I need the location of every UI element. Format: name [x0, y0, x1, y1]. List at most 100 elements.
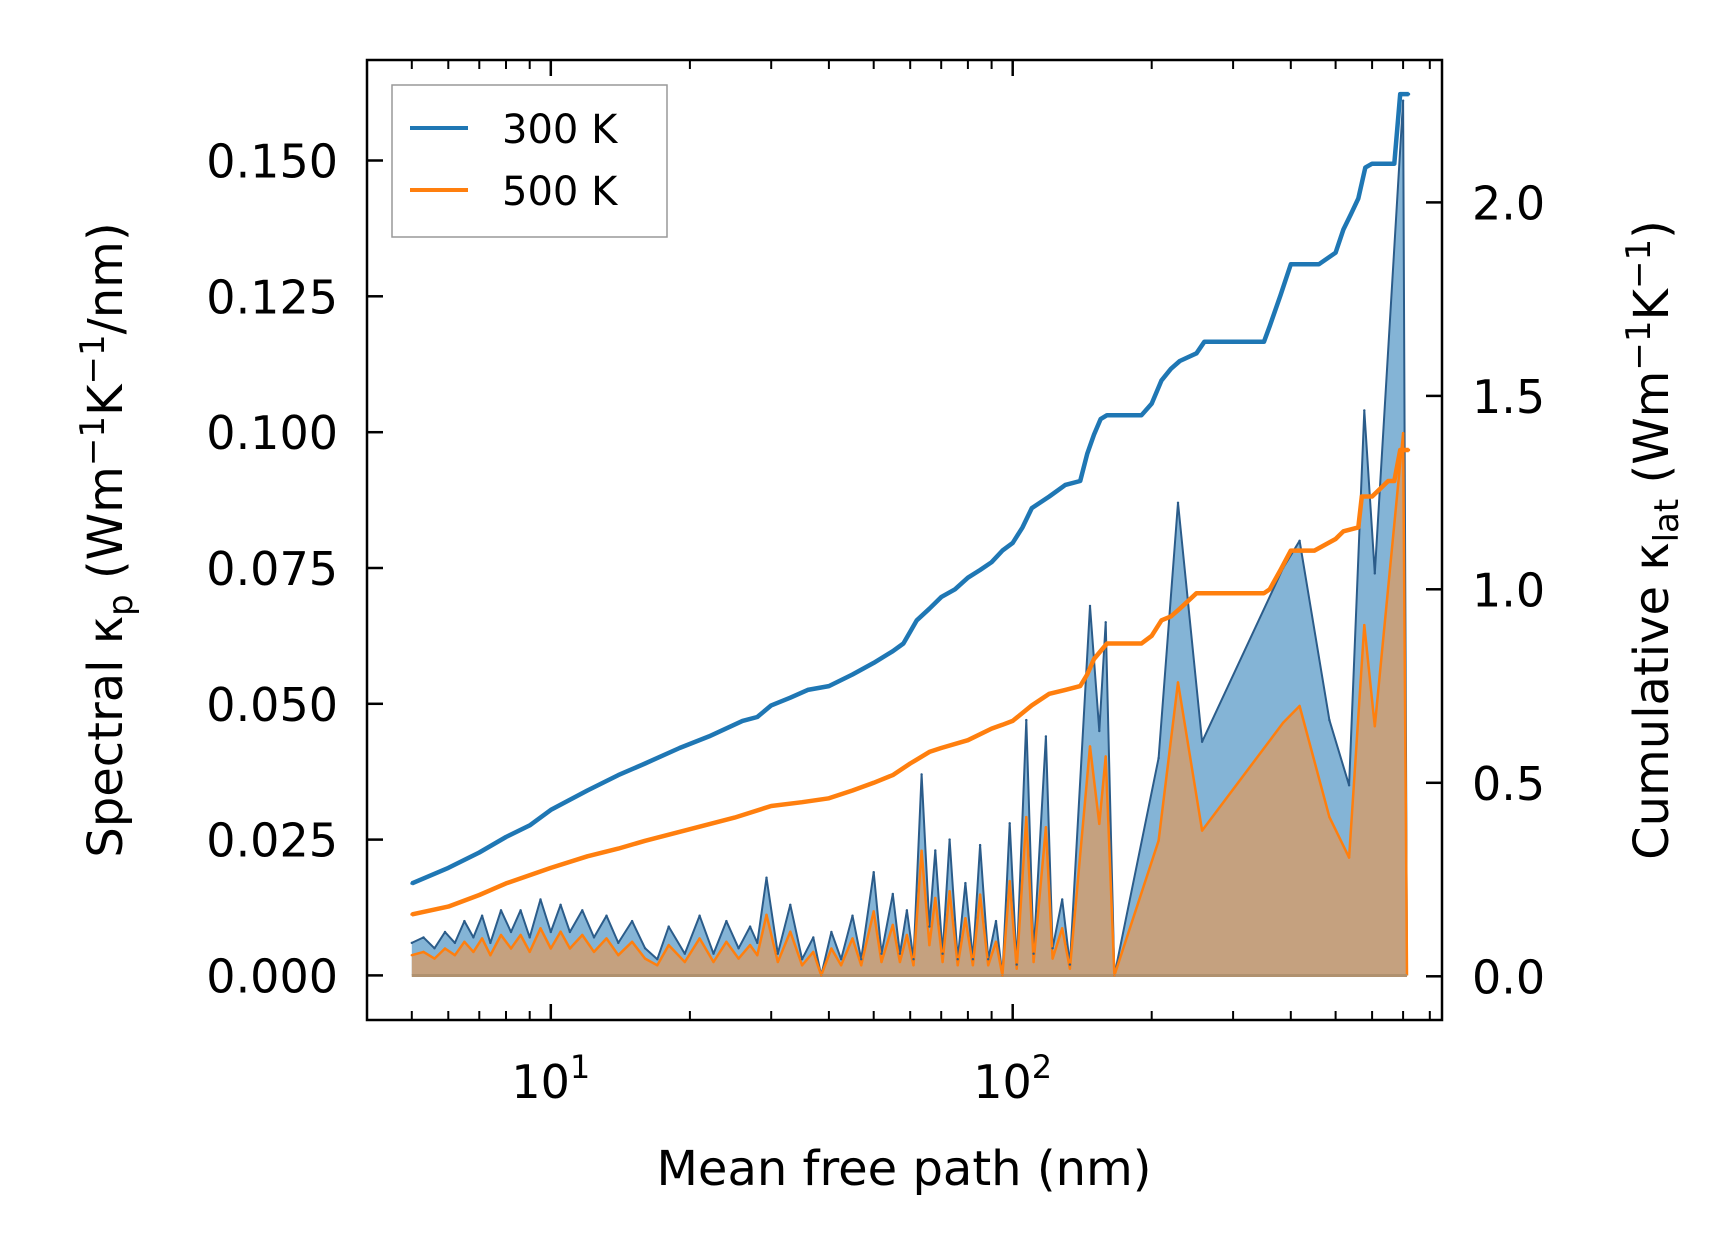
spectral-300k-point: [605, 914, 608, 917]
spectral-300k-point: [978, 843, 982, 847]
spectral-300k-point: [1032, 952, 1035, 955]
cumulative-300k-point: [1063, 483, 1067, 487]
spectral-500k-point: [956, 964, 959, 967]
spectral-300k-point: [1347, 784, 1351, 787]
y-right-tick-label: 0.5: [1472, 757, 1545, 811]
cumulative-500k-point: [1092, 657, 1096, 661]
cumulative-500k-point: [1140, 642, 1143, 645]
cumulative-300k-point: [504, 835, 508, 839]
spectral-500k-point: [860, 964, 863, 967]
cumulative-300k-point: [585, 789, 589, 792]
cumulative-500k-point: [908, 762, 912, 765]
cumulative-300k-point: [1231, 340, 1235, 344]
spectral-500k-point: [1401, 431, 1405, 435]
legend-label-500k: 500 K: [502, 169, 619, 215]
spectral-500k-point: [971, 964, 975, 967]
spectral-500k-point: [592, 950, 596, 954]
spectral-300k-point: [480, 914, 484, 917]
cumulative-500k-point: [1370, 495, 1374, 498]
spectral-500k-point: [737, 957, 740, 960]
cumulative-500k-point: [1341, 529, 1345, 533]
cumulative-300k-point: [1202, 340, 1206, 344]
cumulative-300k-point: [788, 696, 792, 700]
cumulative-500k-point: [1047, 692, 1051, 696]
cumulative-300k-point: [1140, 413, 1143, 417]
cumulative-500k-point: [1279, 568, 1282, 572]
spectral-300k-point: [1373, 572, 1377, 575]
cumulative-300k-point: [1312, 262, 1316, 266]
spectral-300k-point: [1176, 501, 1180, 504]
cumulative-300k-point: [1334, 251, 1338, 255]
cumulative-500k-point: [1334, 537, 1338, 541]
spectral-300k-point: [839, 958, 843, 961]
cumulative-300k-point: [1092, 433, 1096, 437]
spectral-300k-point: [1025, 718, 1028, 722]
cumulative-300k-point: [1105, 413, 1109, 417]
cumulative-500k-point: [446, 905, 450, 909]
cumulative-500k-point: [1262, 591, 1266, 595]
spectral-300k-point: [643, 947, 647, 950]
spectral-300k-point: [872, 871, 875, 874]
spectral-300k-point: [1098, 729, 1101, 733]
cumulative-300k-point: [827, 684, 831, 688]
cumulative-500k-point: [1356, 525, 1360, 529]
spectral-500k-point: [812, 950, 815, 954]
spectral-500k-point: [1347, 856, 1351, 859]
cumulative-500k-point: [733, 816, 737, 820]
spectral-500k-point: [519, 933, 522, 937]
y-right-tick-label: 1.0: [1472, 563, 1545, 617]
cumulative-500k-point: [549, 866, 553, 870]
spectral-300k-point: [994, 919, 998, 923]
spectral-500k-point: [928, 943, 931, 947]
spectral-300k-point: [880, 952, 883, 955]
cumulative-300k-point: [755, 715, 759, 719]
y-left-tick-label: 0.025: [206, 814, 338, 868]
cumulative-300k-point: [1000, 549, 1004, 553]
cumulative-500k-point: [1117, 642, 1121, 645]
cumulative-500k-point: [1030, 703, 1034, 707]
spectral-500k-point: [934, 896, 937, 900]
cumulative-300k-point: [1011, 541, 1015, 545]
spectral-500k-point: [1061, 927, 1064, 930]
cumulative-300k-point: [872, 661, 876, 665]
spectral-300k-point: [453, 941, 457, 945]
spectral-300k-point: [1015, 963, 1018, 966]
y-left-tick-label: 0.050: [206, 678, 338, 732]
y-right-axis-label: Cumulative κlat (Wm−1K−1): [1619, 220, 1687, 860]
cumulative-500k-point: [1078, 684, 1082, 688]
cumulative-500k-point: [1178, 607, 1182, 611]
cumulative-300k-point: [643, 762, 647, 765]
spectral-500k-point: [568, 947, 572, 950]
cumulative-500k-point: [915, 758, 919, 762]
spectral-500k-point: [410, 954, 413, 957]
cumulative-300k-point: [477, 851, 481, 854]
spectral-500k-point: [948, 890, 951, 893]
spectral-300k-point: [1008, 822, 1011, 825]
spectral-300k-point: [559, 903, 562, 906]
spectral-500k-point: [528, 950, 531, 954]
spectral-500k-point: [1363, 623, 1366, 627]
cumulative-500k-point: [1105, 642, 1109, 645]
cumulative-500k-point: [1085, 673, 1089, 676]
cumulative-300k-point: [1392, 162, 1396, 166]
spectral-300k-point: [1328, 718, 1331, 722]
spectral-300k-point: [830, 930, 833, 934]
spectral-500k-point: [800, 964, 804, 967]
cumulative-500k-point: [1231, 591, 1235, 595]
cumulative-300k-point: [741, 719, 744, 723]
y-left-tick-label: 0.000: [206, 949, 338, 1003]
spectral-300k-point: [683, 952, 686, 955]
cumulative-500k-point: [966, 738, 970, 742]
spectral-300k-point: [905, 909, 909, 912]
cumulative-300k-point: [549, 808, 553, 812]
spectral-500k-point: [539, 927, 542, 930]
spectral-300k-point: [656, 958, 659, 961]
spectral-300k-point: [920, 773, 923, 776]
spectral-500k-point: [1051, 957, 1054, 960]
cumulative-300k-point: [1289, 262, 1293, 266]
cumulative-300k-point: [1398, 92, 1402, 96]
cumulative-500k-point: [1392, 479, 1396, 483]
cumulative-500k-point: [410, 912, 414, 916]
spectral-500k-point: [820, 974, 823, 977]
spectral-300k-point: [765, 876, 768, 879]
